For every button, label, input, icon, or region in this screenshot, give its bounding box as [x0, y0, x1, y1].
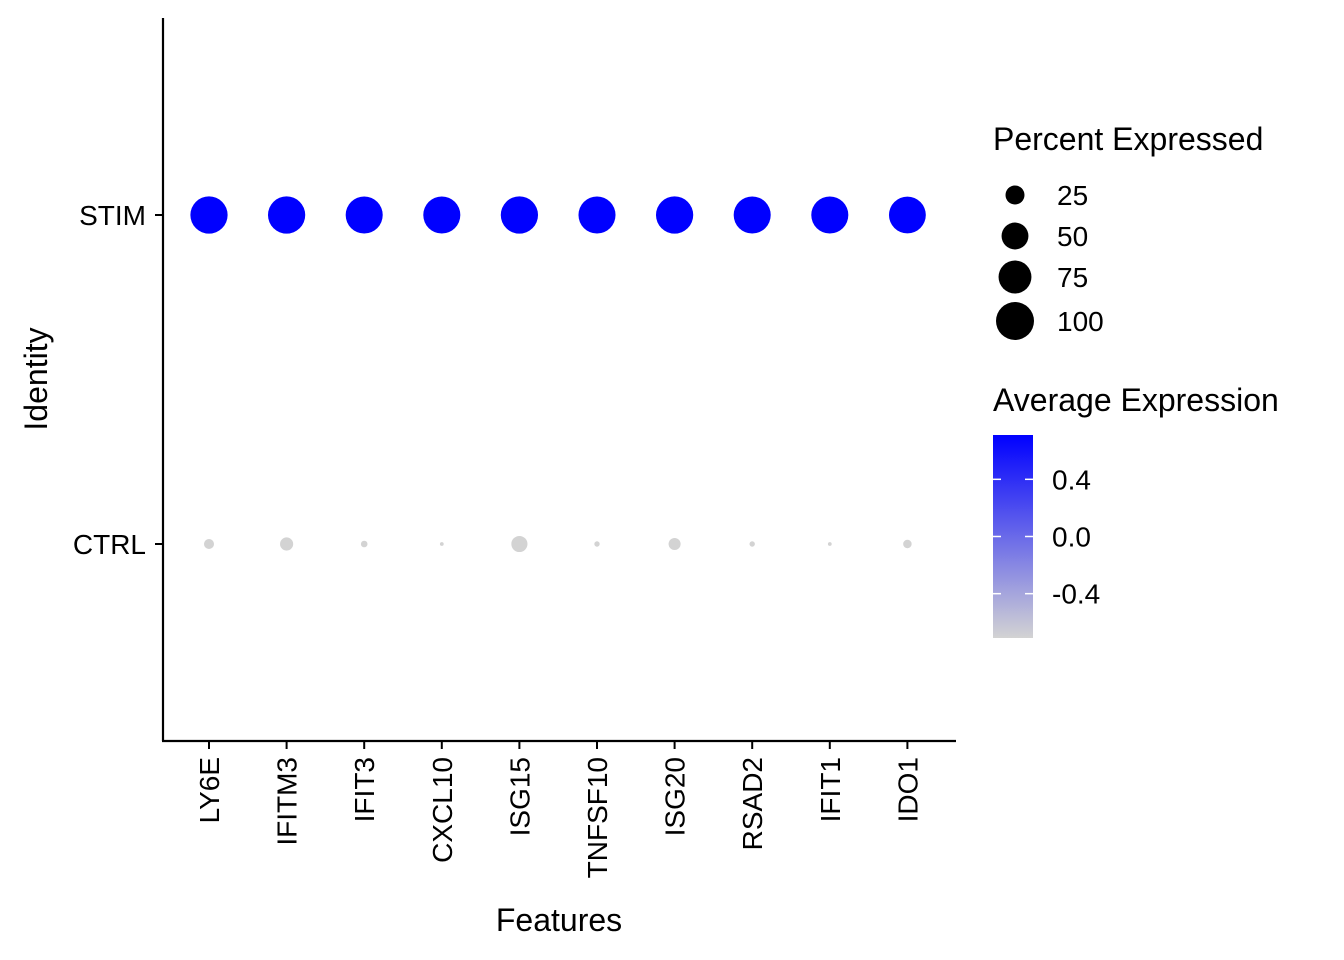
y-axis-ticks: CTRL STIM	[73, 200, 163, 560]
x-tick-label-isg15: ISG15	[504, 757, 535, 836]
dot-ctrl-ifit3	[360, 540, 368, 548]
dot-stim-cxcl10	[423, 196, 461, 234]
x-tick-label-ifit1: IFIT1	[815, 757, 846, 822]
dot-stim-ly6e	[190, 196, 228, 234]
x-tick-label-tnfsf10: TNFSF10	[582, 757, 613, 878]
size-legend-label-75: 75	[1057, 262, 1088, 293]
size-legend-key-75	[998, 260, 1032, 294]
x-axis-ticks: LY6E IFITM3 IFIT3 CXCL10 ISG15 TNFSF10 ISG20 RS…	[194, 741, 923, 878]
dot-ctrl-ly6e	[203, 538, 215, 550]
dot-stim-isg20	[655, 196, 694, 234]
dots-layer	[190, 196, 926, 553]
dot-ctrl-ifitm3	[280, 537, 294, 551]
color-legend: Average Expression 0.4 0.0 -0.4	[993, 382, 1279, 638]
x-tick-label-ifit3: IFIT3	[349, 757, 380, 822]
size-legend-label-50: 50	[1057, 221, 1088, 252]
dot-stim-ido1	[888, 196, 926, 234]
size-legend-label-25: 25	[1057, 180, 1088, 211]
dot-stim-ifit1	[811, 196, 849, 234]
dot-ctrl-rsad2	[749, 541, 755, 547]
size-legend-label-100: 100	[1057, 306, 1104, 337]
color-legend-title: Average Expression	[993, 382, 1279, 418]
dot-ctrl-ifit1	[827, 542, 832, 546]
dot-stim-isg15	[500, 196, 539, 234]
color-legend-label-0: 0.4	[1052, 464, 1091, 495]
x-tick-label-ido1: IDO1	[892, 757, 923, 822]
size-legend-key-50	[1001, 222, 1029, 250]
y-tick-label-stim: STIM	[79, 200, 146, 231]
dot-ctrl-isg15	[511, 535, 528, 553]
dot-stim-tnfsf10	[578, 196, 616, 234]
x-tick-label-ly6e: LY6E	[194, 757, 225, 823]
color-legend-label-1: 0.0	[1052, 522, 1091, 553]
size-legend-key-25	[1005, 185, 1025, 205]
y-axis-title: Identity	[18, 327, 54, 430]
size-legend: Percent Expressed 25 50 75 100	[993, 121, 1263, 340]
color-legend-label-2: -0.4	[1052, 579, 1100, 610]
dot-stim-rsad2	[733, 196, 771, 234]
x-tick-label-isg20: ISG20	[660, 757, 691, 836]
x-axis-title: Features	[496, 902, 622, 938]
size-legend-key-100	[996, 302, 1034, 340]
dot-ctrl-ido1	[903, 539, 912, 549]
dot-ctrl-cxcl10	[439, 542, 444, 546]
x-tick-label-ifitm3: IFITM3	[272, 757, 303, 846]
dot-ctrl-isg20	[668, 537, 681, 551]
y-tick-label-ctrl: CTRL	[73, 529, 146, 560]
dot-ctrl-tnfsf10	[594, 541, 600, 547]
x-tick-label-cxcl10: CXCL10	[427, 757, 458, 863]
x-tick-label-rsad2: RSAD2	[737, 757, 768, 850]
dot-stim-ifitm3	[267, 196, 306, 234]
plot-panel: CTRL STIM LY6E IFITM3 IFIT3 CXCL10 ISG15 TNFSF…	[73, 18, 956, 878]
dot-stim-ifit3	[345, 196, 383, 234]
size-legend-title: Percent Expressed	[993, 121, 1263, 157]
